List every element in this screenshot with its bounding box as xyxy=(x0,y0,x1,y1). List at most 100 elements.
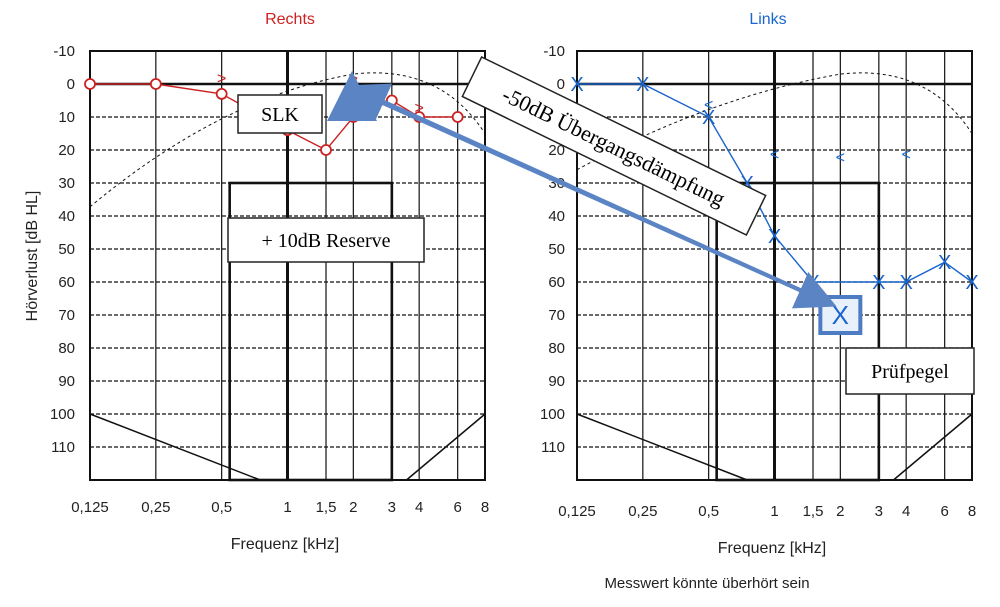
speech-box xyxy=(228,181,394,482)
data-point-cross: X xyxy=(636,74,649,96)
x-tick-label: 0,125 xyxy=(558,503,596,520)
bone-conduction-mark: > xyxy=(217,70,226,87)
y-tick-label: 0 xyxy=(67,76,75,93)
y-tick-label: 20 xyxy=(58,142,75,159)
y-tick-labels: -10 0 10 20 30 40 50 60 70 80 90 100 110 xyxy=(50,43,75,456)
x-tick-label: 0,5 xyxy=(211,499,232,516)
y-tick-label: 50 xyxy=(58,241,75,258)
x-tick-label: 0,25 xyxy=(141,499,170,516)
x-tick-label: 8 xyxy=(481,499,489,516)
dashed-threshold-curve xyxy=(576,72,973,171)
series-line xyxy=(577,83,973,283)
y-tick-label: 70 xyxy=(58,307,75,324)
data-point-circle xyxy=(451,111,464,123)
x-tick-label: 6 xyxy=(941,503,949,520)
data-point-circle xyxy=(215,88,228,100)
x-axis-label: Frequenz [kHz] xyxy=(718,540,826,557)
x-tick-label: 1 xyxy=(770,503,778,520)
data-point-cross: X xyxy=(806,272,819,294)
corner-diagonal xyxy=(893,413,973,481)
x-tick-label: 0,125 xyxy=(71,499,109,516)
y-axis-label: Hörverlust [dB HL] xyxy=(24,191,41,322)
x-tick-label: 2 xyxy=(349,499,357,516)
data-point-cross: X xyxy=(872,272,885,294)
arrows xyxy=(327,71,837,309)
y-tick-label: 60 xyxy=(58,274,75,291)
x-tick-labels: 0,125 0,25 0,5 1 1,5 2 3 4 6 8 xyxy=(558,503,976,520)
y-tick-label: 20 xyxy=(548,142,565,159)
test-level-box xyxy=(818,295,863,335)
chart-title: Rechts xyxy=(265,11,315,28)
bone-conduction-mark: < xyxy=(901,146,910,163)
x-tick-label: 3 xyxy=(388,499,396,516)
y-tick-label: 90 xyxy=(58,373,75,390)
data-point-cross: X xyxy=(702,107,715,129)
y-tick-label: 50 xyxy=(548,241,565,258)
x-axis-label: Frequenz [kHz] xyxy=(231,536,339,553)
y-tick-label: 110 xyxy=(51,439,75,456)
y-tick-label: 100 xyxy=(540,406,565,423)
y-tick-label: 60 xyxy=(548,274,565,291)
bone-conduction-mark: > xyxy=(414,100,423,117)
annotation-box xyxy=(845,347,975,395)
y-tick-label: 100 xyxy=(50,406,75,423)
bone-conduction-mark: < xyxy=(704,97,713,114)
y-tick-label: 110 xyxy=(541,439,565,456)
data-point-circle xyxy=(320,144,332,156)
chart-title: Links xyxy=(749,11,786,28)
x-tick-label: 1,5 xyxy=(316,499,337,516)
annotation-slk: SLK xyxy=(237,94,323,134)
annotation-test-level: Prüfpegel xyxy=(845,347,975,395)
data-point-cross: X xyxy=(938,252,951,274)
corner-diagonal xyxy=(576,413,748,481)
x-tick-label: 4 xyxy=(902,503,910,520)
bone-conduction-mark: < xyxy=(836,150,845,167)
annotation-label: Prüfpegel xyxy=(871,361,949,383)
y-tick-label: 10 xyxy=(58,109,75,126)
bone-conduction-mark: > xyxy=(349,70,358,87)
bone-conduction-mark: < xyxy=(770,146,779,163)
data-point-cross: X xyxy=(899,272,912,294)
annotation-box xyxy=(237,94,323,134)
y-tick-label: -10 xyxy=(543,43,565,60)
footnote: Messwert könnte überhört sein xyxy=(604,575,809,592)
grid xyxy=(576,50,973,482)
y-tick-label: 80 xyxy=(548,340,565,357)
x-tick-label: 0,25 xyxy=(628,503,657,520)
x-tick-label: 6 xyxy=(454,499,462,516)
data-point-cross: X xyxy=(965,272,978,294)
corner-diagonal xyxy=(89,413,261,481)
x-tick-label: 1,5 xyxy=(803,503,824,520)
y-tick-label: 0 xyxy=(557,76,565,93)
annotation-label: SLK xyxy=(261,104,299,126)
annotation-label: + 10dB Reserve xyxy=(261,230,390,252)
data-point-circle xyxy=(149,78,162,90)
annotation-label: -50dB Übergangsdämpfung xyxy=(498,82,729,212)
x-tick-label: 8 xyxy=(968,503,976,520)
data-point-cross: X xyxy=(570,74,583,96)
data-point-cross: X xyxy=(768,226,781,248)
test-level-cross: X xyxy=(832,300,849,330)
transition-arrow-to-slk xyxy=(347,83,801,292)
annotation-box xyxy=(227,217,425,263)
x-tick-label: 1 xyxy=(283,499,291,516)
y-tick-label: -10 xyxy=(53,43,75,60)
y-tick-label: 70 xyxy=(548,307,565,324)
y-tick-label: 90 xyxy=(548,373,565,390)
dashed-curve xyxy=(576,72,973,171)
speech-box xyxy=(715,181,881,482)
annotation-reserve: + 10dB Reserve xyxy=(227,217,425,263)
annotation-box xyxy=(461,55,767,237)
y-tick-label: 40 xyxy=(58,208,75,225)
y-tick-label: 30 xyxy=(58,175,75,192)
y-tick-label: 40 xyxy=(548,208,565,225)
x-tick-label: 0,5 xyxy=(698,503,719,520)
data-point-circle xyxy=(84,78,96,90)
x-tick-label: 2 xyxy=(836,503,844,520)
x-tick-label: 3 xyxy=(875,503,883,520)
x-tick-label: 4 xyxy=(415,499,423,516)
corner-diagonal xyxy=(406,413,486,481)
y-tick-label: 80 xyxy=(58,340,75,357)
